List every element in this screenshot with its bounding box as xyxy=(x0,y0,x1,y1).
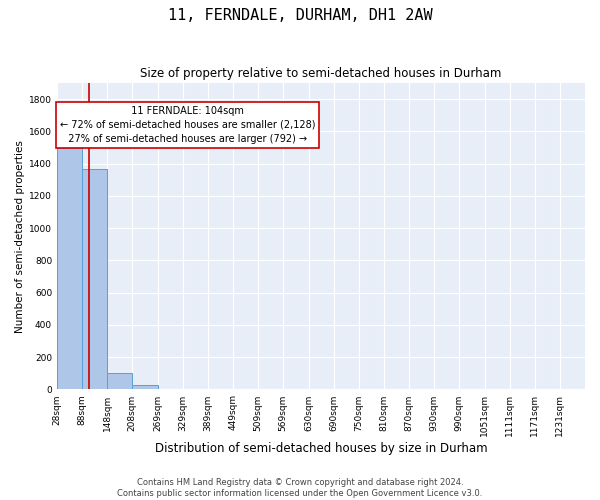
Bar xyxy=(57,148,82,390)
Y-axis label: Number of semi-detached properties: Number of semi-detached properties xyxy=(15,140,25,332)
Title: Size of property relative to semi-detached houses in Durham: Size of property relative to semi-detach… xyxy=(140,68,502,80)
X-axis label: Distribution of semi-detached houses by size in Durham: Distribution of semi-detached houses by … xyxy=(155,442,487,455)
Text: 11, FERNDALE, DURHAM, DH1 2AW: 11, FERNDALE, DURHAM, DH1 2AW xyxy=(167,8,433,22)
Text: 11 FERNDALE: 104sqm  
← 72% of semi-detached houses are smaller (2,128)
  27% of: 11 FERNDALE: 104sqm ← 72% of semi-detach… xyxy=(60,106,315,144)
Text: Contains HM Land Registry data © Crown copyright and database right 2024.
Contai: Contains HM Land Registry data © Crown c… xyxy=(118,478,482,498)
Bar xyxy=(132,384,158,390)
Bar xyxy=(82,168,107,390)
Bar xyxy=(107,374,132,390)
